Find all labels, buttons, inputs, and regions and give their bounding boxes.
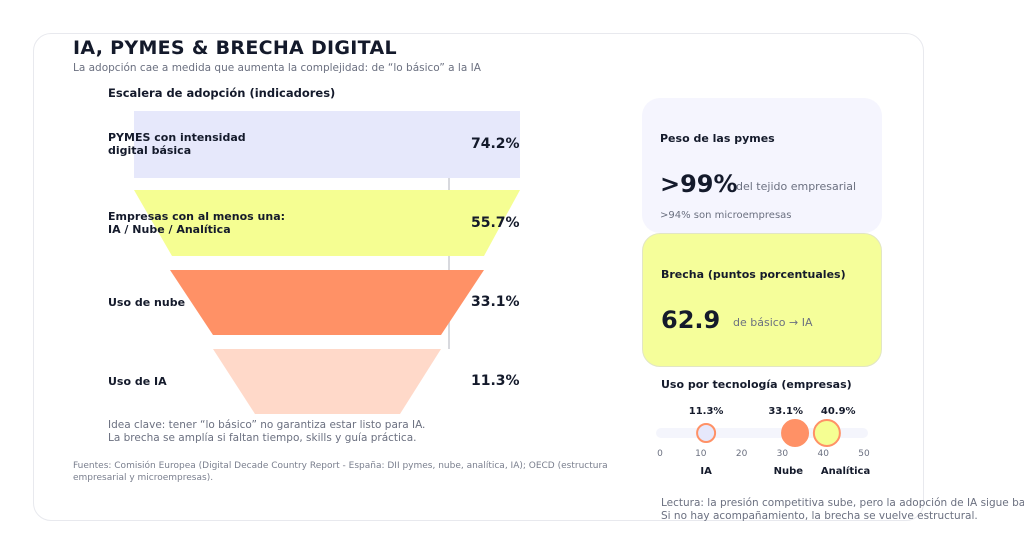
funnel-value: 74.2% bbox=[471, 136, 520, 152]
funnel-label: Uso de nube bbox=[108, 296, 186, 309]
sources: Fuentes: Comisión Europea (Digital Decad… bbox=[73, 461, 608, 483]
funnel-label: Uso de IA bbox=[108, 375, 167, 388]
kpi-card-gap: Brecha (puntos porcentuales) 62.9 de bás… bbox=[642, 233, 882, 367]
dot-analítica bbox=[812, 419, 841, 447]
x-tick-label: 50 bbox=[858, 449, 870, 459]
funnel-label: Empresas con al menos una: IA / Nube / A… bbox=[108, 210, 286, 236]
funnel-title: Escalera de adopción (indicadores) bbox=[108, 86, 336, 100]
dot-ia bbox=[696, 423, 717, 443]
category-label: Nube bbox=[774, 466, 804, 477]
funnel-value: 11.3% bbox=[471, 373, 520, 389]
kpi-unit: del tejido empresarial bbox=[736, 180, 857, 193]
funnel-step-basic bbox=[134, 111, 520, 178]
x-tick-label: 10 bbox=[695, 449, 707, 459]
funnel-step-cloud bbox=[170, 270, 484, 335]
page-title: IA, PYMES & BRECHA DIGITAL bbox=[73, 37, 397, 59]
funnel-step-any bbox=[134, 190, 520, 256]
main-card bbox=[33, 33, 924, 521]
x-tick-label: 40 bbox=[817, 449, 829, 459]
kpi-unit: de básico → IA bbox=[733, 316, 813, 329]
chart-title: Uso por tecnología (empresas) bbox=[661, 378, 852, 391]
funnel-label: PYMES con intensidad digital básica bbox=[108, 131, 246, 157]
x-tick-label: 30 bbox=[777, 449, 789, 459]
funnel-value: 33.1% bbox=[471, 294, 520, 310]
x-tick-label: 20 bbox=[736, 449, 748, 459]
category-label: IA bbox=[700, 466, 712, 477]
dot-nube bbox=[781, 419, 810, 447]
page-subtitle: La adopción cae a medida que aumenta la … bbox=[73, 62, 481, 74]
kpi-detail: >94% son microempresas bbox=[660, 210, 792, 221]
kpi-title: Brecha (puntos porcentuales) bbox=[661, 268, 846, 281]
funnel-value: 55.7% bbox=[471, 215, 520, 231]
kpi-value: 62.9 bbox=[661, 306, 721, 334]
kpi-card-pymes: Peso de las pymes >99% del tejido empres… bbox=[642, 98, 882, 233]
dot-value-label: 40.9% bbox=[821, 406, 856, 417]
x-tick-label: 0 bbox=[657, 449, 663, 459]
kpi-title: Peso de las pymes bbox=[660, 132, 775, 145]
category-label: Analítica bbox=[821, 465, 870, 477]
dot-value-label: 33.1% bbox=[768, 406, 803, 417]
funnel-step-ai bbox=[213, 349, 441, 414]
reading-note: Lectura: la presión competitiva sube, pe… bbox=[661, 497, 1024, 522]
dot-value-label: 11.3% bbox=[689, 406, 724, 417]
key-idea-note: Idea clave: tener “lo básico” no garanti… bbox=[108, 419, 426, 444]
kpi-value: >99% bbox=[660, 170, 738, 198]
